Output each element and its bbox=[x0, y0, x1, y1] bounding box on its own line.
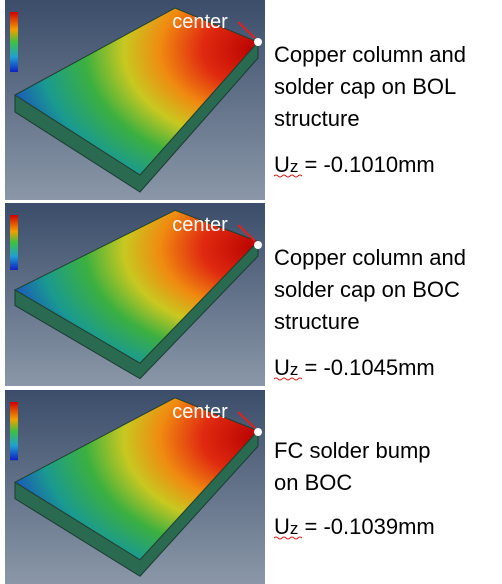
description-line: structure bbox=[274, 309, 360, 334]
color-legend bbox=[10, 215, 18, 270]
result-subscript: z bbox=[290, 360, 299, 379]
color-legend bbox=[10, 402, 18, 460]
center-point bbox=[254, 428, 262, 436]
result-symbol: U bbox=[274, 355, 290, 380]
color-legend bbox=[10, 12, 18, 72]
result-value: = -0.1045mm bbox=[298, 355, 434, 380]
result-subscript: z bbox=[290, 519, 299, 538]
fea-panel: center Copper column and solder cap on BOL… bbox=[5, 0, 466, 200]
description-line: solder cap on BOL bbox=[274, 74, 456, 99]
description-line: FC solder bump bbox=[274, 438, 431, 463]
description-line: on BOC bbox=[274, 470, 352, 495]
center-point bbox=[254, 241, 262, 249]
result-symbol: U bbox=[274, 152, 290, 177]
result-text: Uz = -0.1039mm bbox=[274, 514, 435, 539]
result-value: = -0.1010mm bbox=[298, 152, 434, 177]
center-point bbox=[254, 38, 262, 46]
result-subscript: z bbox=[290, 157, 299, 176]
result-value: = -0.1039mm bbox=[298, 514, 434, 539]
fea-panel: center FC solder bump on BOC Uz = -0.1039mm bbox=[5, 390, 435, 584]
description-line: solder cap on BOC bbox=[274, 277, 460, 302]
center-label: center bbox=[172, 11, 228, 33]
center-label: center bbox=[172, 401, 228, 423]
description-line: Copper column and bbox=[274, 245, 466, 270]
center-label: center bbox=[172, 214, 228, 236]
result-text: Uz = -0.1045mm bbox=[274, 355, 435, 380]
description-line: structure bbox=[274, 106, 360, 131]
result-text: Uz = -0.1010mm bbox=[274, 152, 435, 177]
description-line: Copper column and bbox=[274, 42, 466, 67]
fea-panel: center Copper column and solder cap on BOC… bbox=[5, 203, 466, 386]
figure: center Copper column and solder cap on BOL… bbox=[0, 0, 502, 584]
result-symbol: U bbox=[274, 514, 290, 539]
